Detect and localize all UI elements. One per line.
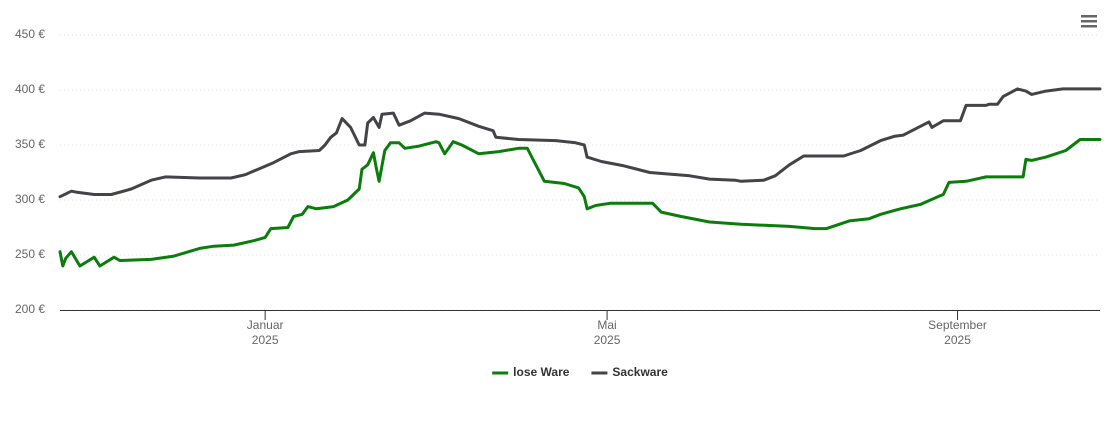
x-tick-label: Mai	[597, 318, 616, 332]
menu-button[interactable]	[1081, 15, 1097, 28]
y-tick-label: 300 €	[15, 192, 45, 206]
x-tick-label: Januar	[247, 318, 284, 332]
legend-label: Sackware	[612, 365, 668, 379]
menu-bar	[1081, 25, 1097, 28]
menu-bar	[1081, 15, 1097, 18]
y-tick-label: 250 €	[15, 247, 45, 261]
y-tick-label: 400 €	[15, 82, 45, 96]
line-series	[58, 87, 1102, 199]
y-tick-label: 450 €	[15, 27, 45, 41]
legend: lose Ware Sackware	[492, 365, 668, 379]
menu-bar	[1081, 20, 1097, 23]
legend-item[interactable]: Sackware	[591, 365, 668, 379]
legend-label: lose Ware	[513, 365, 570, 379]
x-tick-label: 2025	[252, 333, 279, 347]
line-series	[58, 138, 1102, 268]
x-tick-label: September	[928, 318, 987, 332]
x-tick-label: 2025	[944, 333, 971, 347]
legend-item[interactable]: lose Ware	[492, 365, 570, 379]
y-tick-label: 200 €	[15, 302, 45, 316]
x-tick-label: 2025	[594, 333, 621, 347]
y-tick-label: 350 €	[15, 137, 45, 151]
